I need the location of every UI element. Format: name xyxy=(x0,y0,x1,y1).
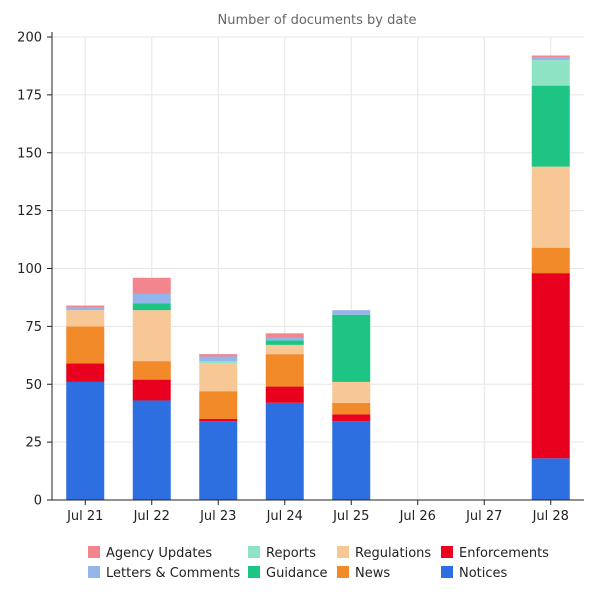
legend-item-regulations[interactable]: Regulations xyxy=(337,546,431,561)
bar-segment-enforcements[interactable]: Jul 28 — Enforcements: 80 xyxy=(531,273,570,459)
bar-segment-agency-updates[interactable]: Jul 21 — Agency Updates: 1 xyxy=(66,305,105,308)
x-tick-label: Jul 24 xyxy=(266,509,303,524)
bar-segment-letters-comments[interactable]: Jul 21 — Letters & Comments: 1 xyxy=(66,307,105,311)
bar-segment-regulations[interactable]: Jul 24 — Regulations: 4 xyxy=(265,344,304,355)
bar-segment-guidance[interactable]: Jul 22 — Guidance: 3 xyxy=(132,303,171,311)
legend-swatch xyxy=(248,566,260,578)
legend-item-guidance[interactable]: Guidance xyxy=(248,566,328,581)
legend-swatch xyxy=(88,566,100,578)
bar-segment-news[interactable]: Jul 21 — News: 16 xyxy=(66,326,105,364)
y-tick-label: 150 xyxy=(17,146,42,161)
bar-segment-news[interactable]: Jul 23 — News: 12 xyxy=(199,391,238,419)
y-tick-label: 175 xyxy=(17,88,42,103)
legend-item-enforcements[interactable]: Enforcements xyxy=(441,546,549,561)
legend-item-agency-updates[interactable]: Agency Updates xyxy=(88,546,212,561)
x-tick-label: Jul 23 xyxy=(199,509,236,524)
bar-segment-regulations[interactable]: Jul 22 — Regulations: 22 xyxy=(132,310,171,362)
legend-label: Reports xyxy=(266,546,316,561)
bar-segment-enforcements[interactable]: Jul 21 — Enforcements: 8 xyxy=(66,363,105,382)
bar-segment-notices[interactable]: Jul 22 — Notices: 43 xyxy=(132,400,171,500)
bar-segment-agency-updates[interactable]: Jul 24 — Agency Updates: 2 xyxy=(265,333,304,338)
x-tick-label: Jul 27 xyxy=(465,509,502,524)
bar-segment-guidance[interactable]: Jul 24 — Guidance: 2 xyxy=(265,340,304,345)
x-tick-label: Jul 25 xyxy=(332,509,369,524)
x-tick-label: Jul 26 xyxy=(399,509,436,524)
bar-segment-regulations[interactable]: Jul 25 — Regulations: 9 xyxy=(332,381,371,403)
bar-segment-regulations[interactable]: Jul 28 — Regulations: 35 xyxy=(531,166,570,248)
bar-segment-notices[interactable]: Jul 24 — Notices: 42 xyxy=(265,402,304,500)
bar-segment-guidance[interactable]: Jul 25 — Guidance: 29 xyxy=(332,314,371,382)
bar-segment-news[interactable]: Jul 28 — News: 11 xyxy=(531,247,570,274)
y-tick-label: 50 xyxy=(25,378,42,393)
bar-segment-regulations[interactable]: Jul 23 — Regulations: 12 xyxy=(199,363,238,392)
bar-segment-reports[interactable]: Jul 28 — Reports: 11 xyxy=(531,60,570,86)
legend: Agency Updates Reports Regulations Enforcem… xyxy=(88,546,549,581)
legend-label: Enforcements xyxy=(459,546,549,561)
chart-title: Number of documents by date xyxy=(218,13,417,28)
bar-segment-regulations[interactable]: Jul 21 — Regulations: 7 xyxy=(66,310,105,327)
bar-segment-enforcements[interactable]: Jul 23 — Enforcements: 1 xyxy=(199,418,238,422)
legend-item-news[interactable]: News xyxy=(337,566,390,581)
legend-label: Letters & Comments xyxy=(106,566,240,581)
bar-segment-agency-updates[interactable]: Jul 28 — Agency Updates: 1 xyxy=(531,55,570,58)
legend-swatch xyxy=(441,566,453,578)
bar-segment-letters-comments[interactable]: Jul 24 — Letters & Comments: 1 xyxy=(265,337,304,341)
bar-segment-news[interactable]: Jul 24 — News: 14 xyxy=(265,354,304,387)
legend-item-reports[interactable]: Reports xyxy=(248,546,316,561)
legend-swatch xyxy=(88,546,100,558)
x-tick-label: Jul 28 xyxy=(532,509,569,524)
bar-segment-notices[interactable]: Jul 28 — Notices: 18 xyxy=(531,458,570,500)
bar-segment-notices[interactable]: Jul 25 — Notices: 34 xyxy=(332,421,371,500)
legend-label: Agency Updates xyxy=(106,546,212,561)
legend-item-letters-comments[interactable]: Letters & Comments xyxy=(88,566,240,581)
bar-segment-enforcements[interactable]: Jul 25 — Enforcements: 3 xyxy=(332,414,371,422)
y-tick-label: 100 xyxy=(17,262,42,277)
bar-segment-reports[interactable]: Jul 23 — Reports: 1 xyxy=(199,361,238,364)
grid-layer xyxy=(52,36,584,500)
y-tick-label: 200 xyxy=(17,31,42,46)
legend-label: Notices xyxy=(459,566,508,581)
x-tick-label: Jul 22 xyxy=(133,509,170,524)
legend-swatch xyxy=(337,546,349,558)
bar-segment-agency-updates[interactable]: Jul 23 — Agency Updates: 1 xyxy=(199,354,238,357)
bar-segment-enforcements[interactable]: Jul 22 — Enforcements: 9 xyxy=(132,379,171,401)
legend-swatch xyxy=(337,566,349,578)
bars-layer: Jul 21 — Notices: 51Jul 21 — Enforcement… xyxy=(66,55,570,500)
axis-layer: 0 25 50 75 100 125 150 175 200 Jul 21 Jul 22 Jul 23… xyxy=(17,31,584,524)
bar-segment-letters-comments[interactable]: Jul 25 — Letters & Comments: 2 xyxy=(332,310,371,315)
bar-segment-news[interactable]: Jul 22 — News: 8 xyxy=(132,361,171,380)
bar-segment-notices[interactable]: Jul 21 — Notices: 51 xyxy=(66,381,105,500)
x-tick-label: Jul 21 xyxy=(66,509,103,524)
y-tick-label: 25 xyxy=(25,436,42,451)
legend-swatch xyxy=(248,546,260,558)
legend-item-notices[interactable]: Notices xyxy=(441,566,508,581)
bar-segment-letters-comments[interactable]: Jul 23 — Letters & Comments: 2 xyxy=(199,356,238,362)
legend-label: News xyxy=(355,566,390,581)
bar-segment-enforcements[interactable]: Jul 24 — Enforcements: 7 xyxy=(265,386,304,403)
y-tick-label: 75 xyxy=(25,320,42,335)
legend-label: Guidance xyxy=(266,566,328,581)
y-tick-label: 0 xyxy=(34,494,42,509)
bar-segment-notices[interactable]: Jul 23 — Notices: 34 xyxy=(199,421,238,500)
bar-segment-letters-comments[interactable]: Jul 28 — Letters & Comments: 1 xyxy=(531,57,570,61)
bar-segment-letters-comments[interactable]: Jul 22 — Letters & Comments: 4 xyxy=(132,293,171,304)
legend-label: Regulations xyxy=(355,546,431,561)
bar-segment-agency-updates[interactable]: Jul 22 — Agency Updates: 7 xyxy=(132,277,171,294)
bar-segment-guidance[interactable]: Jul 28 — Guidance: 35 xyxy=(531,85,570,167)
legend-swatch xyxy=(441,546,453,558)
y-tick-label: 125 xyxy=(17,204,42,219)
bar-segment-news[interactable]: Jul 25 — News: 5 xyxy=(332,402,371,415)
